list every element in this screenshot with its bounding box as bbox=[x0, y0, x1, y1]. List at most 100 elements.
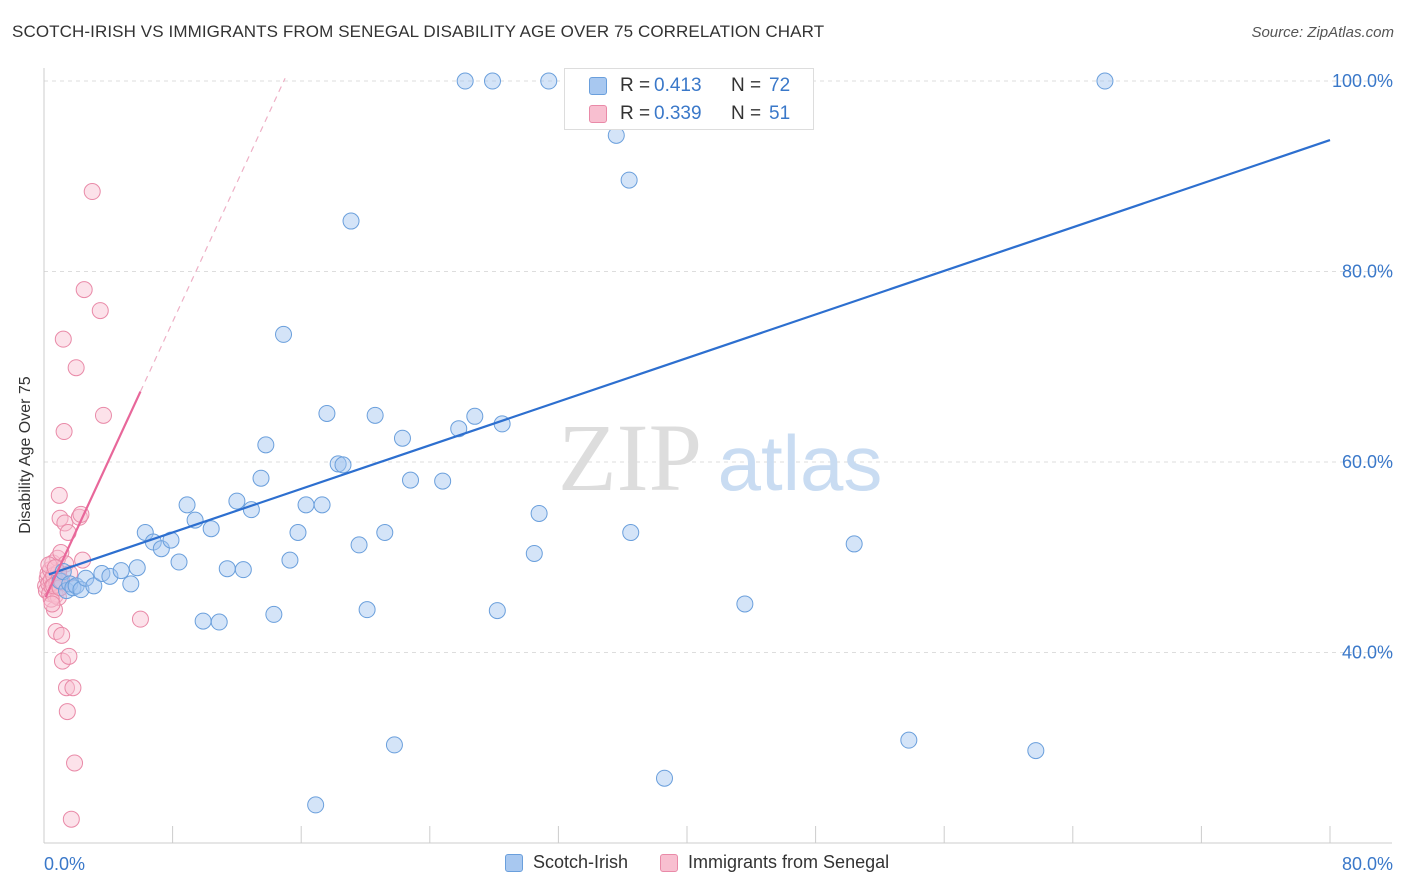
scotch-irish-point bbox=[252, 469, 270, 487]
senegal-point bbox=[83, 183, 101, 201]
scotch-irish-point bbox=[202, 520, 220, 538]
scotch-irish-point bbox=[620, 171, 638, 189]
watermark-atlas: atlas bbox=[718, 419, 883, 507]
scotch-irish-point bbox=[122, 575, 140, 593]
x-tick-label: 0.0% bbox=[44, 854, 85, 874]
legend-swatch-pink bbox=[660, 853, 679, 872]
senegal-point bbox=[94, 406, 112, 424]
scotch-irish-point bbox=[85, 577, 103, 595]
scotch-irish-point bbox=[170, 553, 188, 571]
scotch-irish-point bbox=[900, 731, 918, 749]
scotch-irish-point bbox=[112, 562, 130, 580]
scotch-irish-point bbox=[178, 496, 196, 514]
scotch-irish-point bbox=[622, 524, 640, 542]
scotch-irish-point bbox=[265, 605, 283, 623]
legend-swatch-blue bbox=[589, 77, 607, 95]
y-tick-label: 60.0% bbox=[1342, 452, 1393, 472]
senegal-point bbox=[62, 810, 80, 828]
scotch-irish-point bbox=[342, 212, 360, 230]
scotch-irish-point bbox=[289, 524, 307, 542]
senegal-point bbox=[55, 423, 73, 441]
senegal-point bbox=[53, 626, 71, 644]
axes bbox=[43, 68, 1392, 844]
scotch-irish-point bbox=[385, 736, 403, 754]
scotch-irish-point bbox=[736, 595, 754, 613]
y-tick-label: 100.0% bbox=[1332, 71, 1393, 91]
r-value: 0.413 bbox=[654, 75, 702, 96]
x-tick-label: 80.0% bbox=[1342, 854, 1393, 874]
stats-legend: R = 0.413 N = 72 R = 0.339 N = 51 bbox=[564, 68, 814, 130]
scotch-irish-point bbox=[350, 536, 368, 554]
senegal-point bbox=[91, 302, 109, 320]
scotch-irish-point bbox=[358, 601, 376, 619]
senegal-point bbox=[50, 486, 68, 504]
senegal-point bbox=[58, 679, 76, 697]
gridlines bbox=[44, 80, 1392, 654]
scotch-irish-point bbox=[366, 406, 384, 424]
scotch-irish-point bbox=[242, 501, 260, 519]
senegal-point bbox=[58, 703, 76, 721]
legend-item-scotch-irish[interactable]: Scotch-Irish bbox=[505, 852, 628, 873]
senegal-point bbox=[56, 514, 74, 532]
scotch-irish-point bbox=[1027, 742, 1045, 760]
scotch-irish-point bbox=[275, 325, 293, 343]
senegal-point bbox=[51, 509, 69, 527]
scotch-irish-point bbox=[655, 769, 673, 787]
scotch-irish-point bbox=[434, 472, 452, 490]
scotch-irish-point bbox=[1096, 72, 1114, 90]
n-value: 51 bbox=[769, 103, 791, 124]
legend-swatch-blue bbox=[505, 853, 523, 872]
scotch-irish-point bbox=[194, 612, 212, 630]
scotch-irish-point bbox=[152, 540, 170, 558]
senegal-point bbox=[43, 595, 61, 613]
n-label: N = bbox=[731, 75, 762, 96]
scotch-irish-point bbox=[101, 567, 119, 585]
r-label: R = bbox=[620, 103, 651, 124]
scotch-irish-point bbox=[540, 72, 558, 90]
watermark-zip: ZIP bbox=[558, 404, 702, 511]
senegal-trend-line bbox=[44, 391, 142, 598]
scotch-irish-point bbox=[393, 429, 411, 447]
r-value: 0.339 bbox=[654, 103, 702, 124]
scotch-irish-point bbox=[210, 613, 228, 631]
scotch-irish-point bbox=[488, 602, 506, 620]
senegal-point bbox=[131, 610, 149, 628]
senegal-point bbox=[75, 281, 93, 299]
senegal-point bbox=[66, 754, 84, 772]
scotch-irish-point bbox=[318, 404, 336, 422]
scotch-irish-point bbox=[307, 796, 325, 814]
scotch-irish-point bbox=[525, 544, 543, 562]
scotch-irish-point bbox=[456, 72, 474, 90]
legend-item-senegal[interactable]: Immigrants from Senegal bbox=[660, 852, 889, 873]
scotch-irish-point bbox=[376, 524, 394, 542]
chart-title: SCOTCH-IRISH VS IMMIGRANTS FROM SENEGAL … bbox=[12, 22, 825, 41]
scotch-irish-point bbox=[218, 560, 236, 578]
scotch-irish-point bbox=[483, 72, 501, 90]
y-tick-label: 40.0% bbox=[1342, 643, 1393, 663]
senegal-point bbox=[54, 330, 72, 348]
trend-lines bbox=[44, 77, 1331, 598]
n-value: 72 bbox=[769, 75, 791, 96]
scotch-irish-point bbox=[402, 471, 420, 489]
senegal-point bbox=[64, 679, 82, 697]
scotch-irish-point bbox=[329, 455, 347, 473]
tick-labels: 40.0% 60.0% 80.0% 100.0% 0.0% 80.0% bbox=[44, 71, 1393, 874]
scotch-irish-point bbox=[450, 420, 468, 438]
scotch-irish-point bbox=[257, 436, 275, 454]
scotch-irish-point bbox=[845, 535, 863, 553]
r-label: R = bbox=[620, 75, 651, 96]
y-tick-label: 80.0% bbox=[1342, 262, 1393, 282]
n-label: N = bbox=[731, 103, 762, 124]
senegal-trend-extension bbox=[139, 77, 286, 392]
legend-label: Immigrants from Senegal bbox=[688, 852, 890, 872]
bottom-legend: Scotch-Irish Immigrants from Senegal bbox=[505, 852, 921, 873]
scotch-irish-point bbox=[313, 496, 331, 514]
scotch-irish-point bbox=[72, 581, 90, 599]
legend-label: Scotch-Irish bbox=[533, 852, 629, 872]
legend-swatch-pink bbox=[589, 105, 607, 123]
scotch-irish-point bbox=[228, 492, 246, 510]
scotch-irish-trend-line bbox=[48, 139, 1331, 576]
scotch-irish-point bbox=[297, 496, 315, 514]
scotch-irish-point bbox=[281, 551, 299, 569]
